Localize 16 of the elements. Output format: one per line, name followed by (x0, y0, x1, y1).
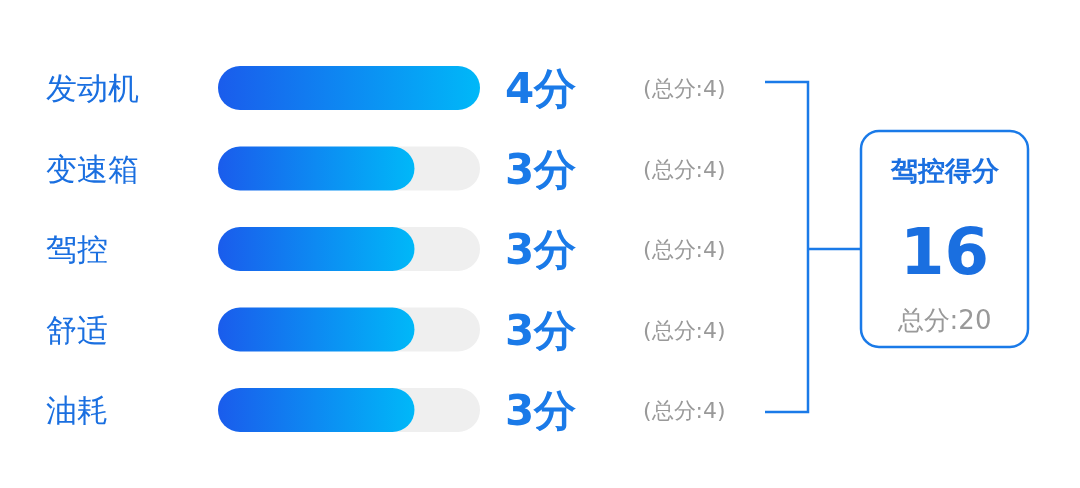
text: (总分:4) (643, 317, 726, 343)
text: (总分:4) (643, 237, 726, 262)
y-tick-label: 舒适 (46, 311, 108, 348)
data-label: 3分 (505, 144, 577, 194)
text: (总分:4) (643, 398, 726, 423)
data-label: 3分 (505, 305, 577, 355)
data-label: 3分 (505, 386, 577, 435)
data-label: 4分 (505, 64, 577, 113)
card: 驾控得分 16 总分:20 (859, 129, 1030, 349)
text: (总分:4) (643, 156, 726, 182)
data-label: 3分 (505, 225, 577, 274)
y-tick-label: 油耗 (46, 392, 108, 428)
y-tick-label: 发动机 (46, 70, 139, 106)
y-tick-label: 变速箱 (46, 150, 139, 187)
text: (总分:4) (643, 76, 726, 101)
y-tick-label: 驾控 (46, 231, 108, 267)
